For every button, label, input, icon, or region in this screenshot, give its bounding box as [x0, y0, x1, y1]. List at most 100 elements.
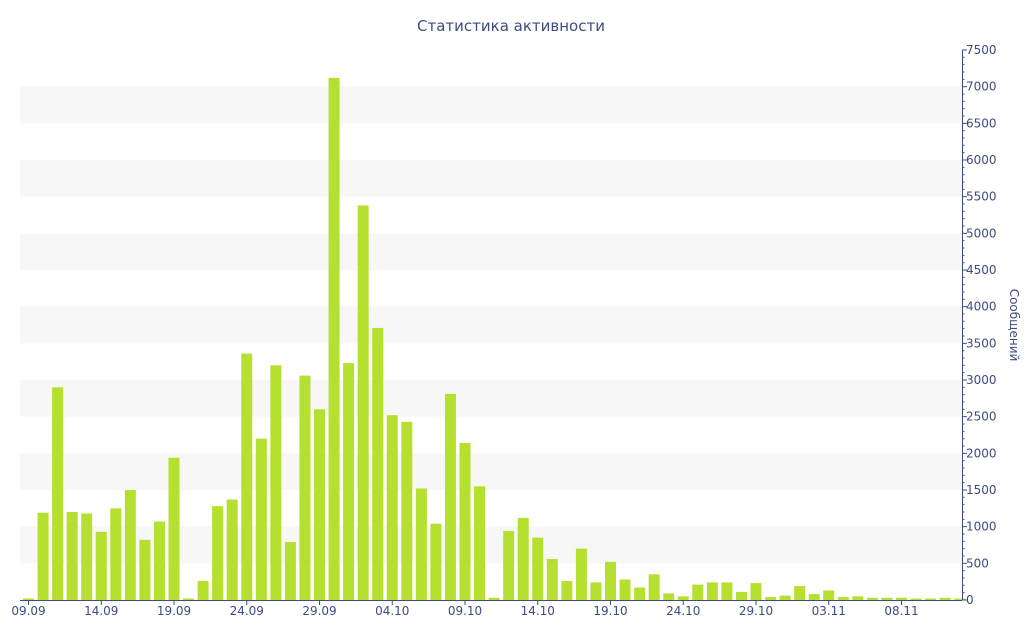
bar[interactable]: [954, 598, 966, 600]
bar[interactable]: [139, 539, 151, 600]
bar[interactable]: [241, 353, 253, 600]
bar[interactable]: [153, 521, 165, 600]
bar[interactable]: [110, 508, 122, 600]
bar[interactable]: [634, 587, 646, 600]
grid-band: [20, 380, 962, 417]
bar[interactable]: [692, 584, 704, 600]
bar[interactable]: [735, 591, 747, 600]
bar[interactable]: [706, 582, 718, 600]
bar[interactable]: [284, 542, 296, 600]
x-tick-label: 14.09: [84, 604, 118, 618]
bar[interactable]: [401, 421, 413, 600]
bar[interactable]: [124, 490, 136, 600]
bar[interactable]: [357, 205, 369, 600]
bar[interactable]: [546, 558, 558, 600]
bar[interactable]: [23, 598, 34, 600]
bar[interactable]: [794, 586, 806, 600]
bar[interactable]: [605, 561, 616, 600]
bar[interactable]: [430, 523, 442, 600]
y-tick-label: 3500: [966, 336, 997, 350]
y-tick-label: 5000: [966, 226, 997, 240]
bar[interactable]: [444, 393, 456, 600]
y-tick-label: 6000: [966, 153, 997, 167]
x-tick-label: 24.10: [666, 604, 700, 618]
bar[interactable]: [226, 499, 238, 600]
bar[interactable]: [343, 363, 355, 600]
y-tick-label: 6500: [966, 116, 997, 130]
y-tick-label: 7000: [966, 80, 997, 94]
bar[interactable]: [270, 365, 282, 600]
bar[interactable]: [299, 375, 311, 600]
bar[interactable]: [808, 594, 820, 600]
bar[interactable]: [168, 457, 180, 600]
grid-band: [20, 233, 962, 270]
bar[interactable]: [896, 597, 907, 600]
bar[interactable]: [37, 512, 49, 600]
bar[interactable]: [663, 593, 675, 600]
bar[interactable]: [66, 512, 78, 600]
y-axis-ticks: 0 500 1000 1500 2000 2500 3000 3500 4000 4500 5000…: [962, 43, 997, 607]
bar[interactable]: [81, 513, 93, 600]
bar[interactable]: [488, 597, 500, 600]
y-tick-label: 2500: [966, 410, 997, 424]
bar[interactable]: [255, 438, 267, 600]
bar[interactable]: [197, 580, 209, 600]
bar[interactable]: [474, 486, 486, 600]
y-axis-label: Сообщений: [1007, 289, 1021, 362]
bar[interactable]: [459, 443, 471, 600]
bar[interactable]: [823, 590, 835, 600]
bar[interactable]: [852, 596, 864, 600]
x-tick-label: 14.10: [521, 604, 555, 618]
bar[interactable]: [561, 580, 573, 600]
y-tick-label: 7500: [966, 43, 997, 57]
bar[interactable]: [925, 598, 937, 600]
bar[interactable]: [328, 77, 340, 601]
bar[interactable]: [939, 597, 951, 600]
chart-title: Статистика активности: [417, 17, 605, 35]
x-tick-label: 19.09: [157, 604, 191, 618]
bar[interactable]: [779, 595, 791, 600]
grid-band: [20, 306, 962, 344]
bar[interactable]: [619, 579, 631, 600]
bar[interactable]: [212, 506, 224, 600]
bar[interactable]: [517, 517, 529, 600]
y-tick-label: 3000: [966, 373, 997, 387]
y-tick-label: 5500: [966, 190, 997, 204]
bar[interactable]: [575, 548, 587, 600]
y-tick-label: 1000: [966, 520, 997, 534]
x-tick-label: 03.11: [812, 604, 846, 618]
bar[interactable]: [881, 597, 893, 600]
y-tick-label: 1500: [966, 483, 997, 497]
grid-bands: [20, 86, 962, 564]
y-tick-label: 500: [966, 556, 989, 570]
bar[interactable]: [750, 583, 762, 600]
bar[interactable]: [372, 327, 384, 600]
bar[interactable]: [95, 531, 107, 600]
x-tick-label: 29.10: [739, 604, 773, 618]
bar[interactable]: [415, 488, 427, 600]
bar[interactable]: [765, 597, 777, 600]
grid-band: [20, 160, 962, 197]
y-tick-label: 4500: [966, 263, 997, 277]
bar[interactable]: [721, 582, 733, 600]
bar[interactable]: [52, 387, 64, 600]
grid-band: [20, 453, 962, 490]
x-tick-label: 08.11: [884, 604, 918, 618]
x-tick-label: 04.10: [375, 604, 409, 618]
bar[interactable]: [677, 596, 689, 600]
bar[interactable]: [386, 415, 398, 600]
bar[interactable]: [314, 409, 325, 600]
grid-band: [20, 86, 962, 124]
bar[interactable]: [648, 574, 660, 600]
y-tick-label: 0: [966, 593, 974, 607]
y-tick-label: 4000: [966, 300, 997, 314]
bar[interactable]: [503, 531, 515, 600]
bar[interactable]: [910, 598, 922, 600]
bar[interactable]: [183, 598, 195, 600]
bar[interactable]: [590, 582, 602, 600]
x-tick-label: 09.09: [11, 604, 45, 618]
bar[interactable]: [532, 537, 544, 600]
bar[interactable]: [866, 597, 878, 600]
bar[interactable]: [837, 597, 849, 600]
x-tick-label: 09.10: [448, 604, 482, 618]
